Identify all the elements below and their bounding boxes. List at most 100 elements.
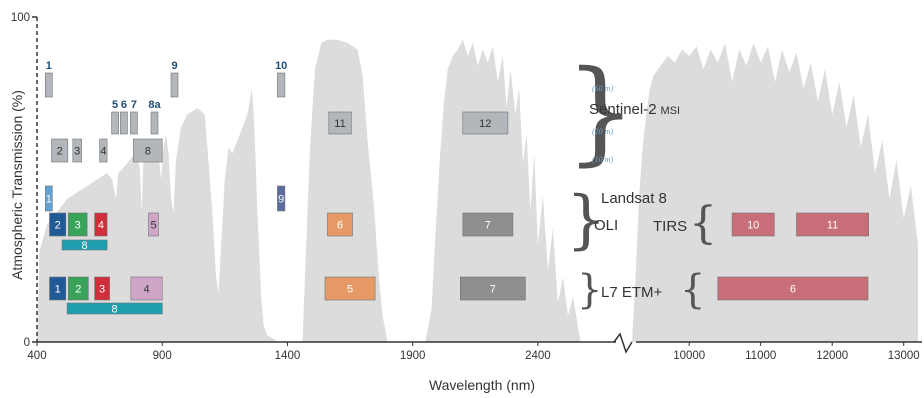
x-tick-label: 13000 <box>888 350 920 362</box>
band-rect <box>462 111 509 135</box>
band-bar: 8a <box>148 99 161 135</box>
band-rect <box>44 72 53 98</box>
band-rect <box>150 111 159 135</box>
band-bar: 6 <box>717 276 869 301</box>
band-rect <box>277 185 286 212</box>
x-tick-label: 11000 <box>745 350 776 362</box>
band-label: 11 <box>827 220 838 232</box>
band-rect <box>49 212 67 237</box>
band-label: 9 <box>278 194 284 206</box>
band-bar: 7 <box>459 276 526 301</box>
band-bar: 7 <box>462 212 514 237</box>
band-label: 4 <box>100 146 106 158</box>
band-rect <box>462 212 514 237</box>
transmission-area-left <box>37 39 588 343</box>
band-bar: 3 <box>72 138 82 163</box>
band-rect <box>66 302 163 315</box>
band-label: 3 <box>75 220 81 232</box>
band-label: 7 <box>485 220 491 232</box>
band-rect <box>49 276 67 301</box>
band-bar: 8 <box>66 302 163 316</box>
x-tick-label: 1900 <box>400 350 426 362</box>
band-label: 5 <box>112 99 118 111</box>
band-label: 8 <box>145 146 151 158</box>
resolution-label-60m: (60 m) <box>592 84 613 93</box>
band-rect <box>120 111 128 135</box>
band-label: 9 <box>171 60 177 72</box>
band-label: 11 <box>334 118 345 130</box>
band-rect <box>94 212 108 237</box>
band-rect <box>717 276 869 301</box>
band-label: 12 <box>479 118 491 130</box>
sensor-label-landsat8: Landsat 8 <box>601 190 667 207</box>
band-bar: 10 <box>275 60 287 98</box>
band-label: 1 <box>55 284 61 296</box>
band-label: 1 <box>46 60 52 72</box>
brace-sentinel: } <box>565 47 636 177</box>
band-rect <box>130 276 163 301</box>
band-rect <box>796 212 869 237</box>
band-label: 2 <box>57 146 63 158</box>
band-rect <box>170 72 179 98</box>
brace-l7-right: { <box>680 267 705 313</box>
resolution-label-20m: (20 m) <box>592 127 613 136</box>
band-bar: 5 <box>324 276 376 301</box>
band-rect <box>72 138 82 163</box>
band-rect <box>133 138 163 163</box>
band-label: 5 <box>150 220 156 232</box>
sensor-label-sentinel: Sentinel-2 MSI <box>589 101 680 118</box>
band-bar: 6 <box>120 99 128 135</box>
band-bar: 11 <box>796 212 869 237</box>
band-rect <box>99 138 108 163</box>
sensor-label-tirs: TIRS <box>653 218 687 235</box>
band-bar: 4 <box>94 212 108 237</box>
band-label: 3 <box>74 146 80 158</box>
axis-break-icon <box>613 332 633 354</box>
band-bar: 4 <box>99 138 108 163</box>
band-rect <box>68 276 89 301</box>
atmospheric-transmission-area <box>37 39 918 343</box>
band-bar: 10 <box>731 212 775 237</box>
x-axis-title: Wavelength (nm) <box>429 377 535 393</box>
band-rect <box>111 111 119 135</box>
x-tick-label: 900 <box>153 350 172 362</box>
band-rect <box>94 276 110 301</box>
band-label: 6 <box>337 220 343 232</box>
band-label: 3 <box>99 284 105 296</box>
band-bar: 1 <box>44 185 53 212</box>
band-bar: 2 <box>49 212 67 237</box>
band-bar: 9 <box>170 60 179 98</box>
band-bar: 6 <box>327 212 353 237</box>
band-label: 5 <box>347 284 353 296</box>
x-tick-label: 12000 <box>816 350 848 362</box>
axes: 0 100 400 900 1400 1900 2400 10000 11000 12000 130… <box>11 12 922 362</box>
band-rect <box>148 212 159 237</box>
band-label: 2 <box>75 284 81 296</box>
band-bar: 5 <box>111 99 119 135</box>
transmission-area-right <box>632 43 918 342</box>
resolution-label-10m: (10 m) <box>592 155 613 164</box>
y-tick-label: 100 <box>11 12 30 24</box>
band-bar: 8 <box>133 138 163 163</box>
band-bar: 2 <box>51 138 69 163</box>
band-label: 6 <box>121 99 127 111</box>
band-label: 10 <box>747 220 759 232</box>
y-axis-title: Atmospheric Transmission (%) <box>9 90 25 280</box>
band-bar: 3 <box>94 276 110 301</box>
band-label: 7 <box>131 99 137 111</box>
band-label: 8a <box>148 99 161 111</box>
band-rect <box>328 111 352 135</box>
x-tick-label: 400 <box>27 350 46 362</box>
band-label: 10 <box>275 60 287 72</box>
sensor-label-oli: OLI <box>594 217 618 234</box>
band-rect <box>61 239 108 251</box>
band-bar: 12 <box>462 111 509 135</box>
brace-landsat8: } <box>566 183 607 257</box>
x-tick-label: 10000 <box>673 350 705 362</box>
band-rect <box>51 138 69 163</box>
band-bar: 7 <box>130 99 138 135</box>
band-label: 4 <box>144 284 150 296</box>
x-tick-label: 1400 <box>275 350 301 362</box>
band-bar: 1 <box>44 60 53 98</box>
band-label: 1 <box>46 194 52 206</box>
